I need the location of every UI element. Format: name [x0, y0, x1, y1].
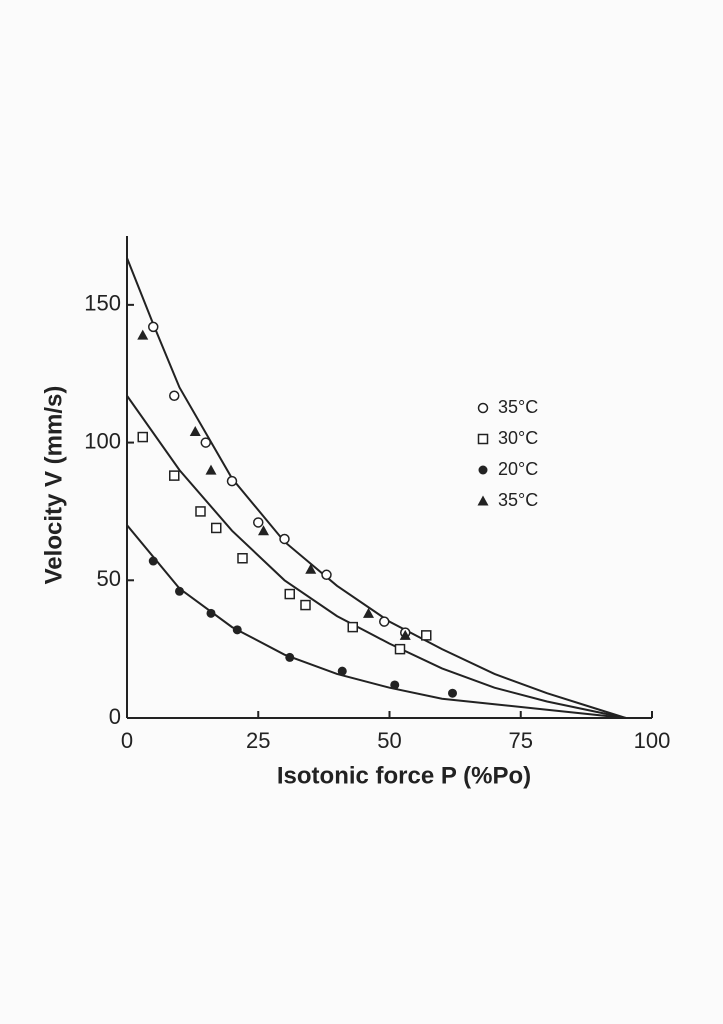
point: [379, 616, 390, 627]
point: [200, 437, 211, 448]
fit-curve: [126, 395, 626, 719]
point: [421, 630, 432, 641]
x-tick-label: 25: [246, 728, 270, 753]
x-axis-label: Isotonic force P (%Po): [277, 762, 531, 789]
point: [284, 588, 295, 600]
point: [195, 506, 206, 517]
point: [347, 621, 358, 633]
point: [305, 563, 317, 574]
legend-marker: [478, 465, 488, 475]
x-tick-label: 0: [121, 728, 133, 753]
y-tick-label: 100: [84, 428, 121, 453]
point: [337, 666, 347, 676]
point: [394, 643, 406, 655]
y-tick-label: 0: [109, 704, 121, 729]
point: [148, 556, 158, 566]
point: [258, 525, 269, 536]
point: [169, 390, 180, 401]
point: [321, 569, 332, 581]
x-tick-label: 75: [509, 728, 533, 753]
point: [169, 470, 180, 481]
point: [253, 517, 264, 528]
point: [390, 680, 400, 690]
y-tick-label: 150: [84, 291, 121, 316]
point: [148, 321, 159, 333]
point: [399, 629, 411, 640]
point: [206, 608, 216, 618]
x-tick-label: 100: [634, 728, 671, 753]
point: [448, 688, 457, 698]
point: [237, 553, 248, 564]
point: [175, 586, 184, 596]
y-axis-label: Velocity V (mm/s): [40, 386, 67, 585]
legend-marker: [477, 495, 489, 506]
fit-curve: [126, 524, 626, 719]
legend-label: 30°C: [498, 428, 538, 448]
legend-label: 35°C: [498, 490, 538, 510]
legend-label: 20°C: [498, 459, 538, 479]
legend-marker: [477, 402, 489, 414]
legend-label: 35°C: [498, 397, 538, 417]
fit-curve: [126, 257, 627, 719]
point: [226, 475, 238, 487]
point: [285, 652, 295, 662]
point: [205, 464, 217, 475]
point: [279, 533, 290, 545]
point: [211, 522, 222, 534]
x-tick-label: 50: [377, 728, 401, 753]
legend-marker: [477, 433, 489, 445]
point: [300, 599, 311, 611]
y-tick-label: 50: [97, 566, 121, 591]
point: [189, 426, 201, 437]
point: [137, 431, 148, 443]
point: [363, 607, 374, 618]
point: [232, 625, 242, 635]
point: [137, 329, 149, 340]
